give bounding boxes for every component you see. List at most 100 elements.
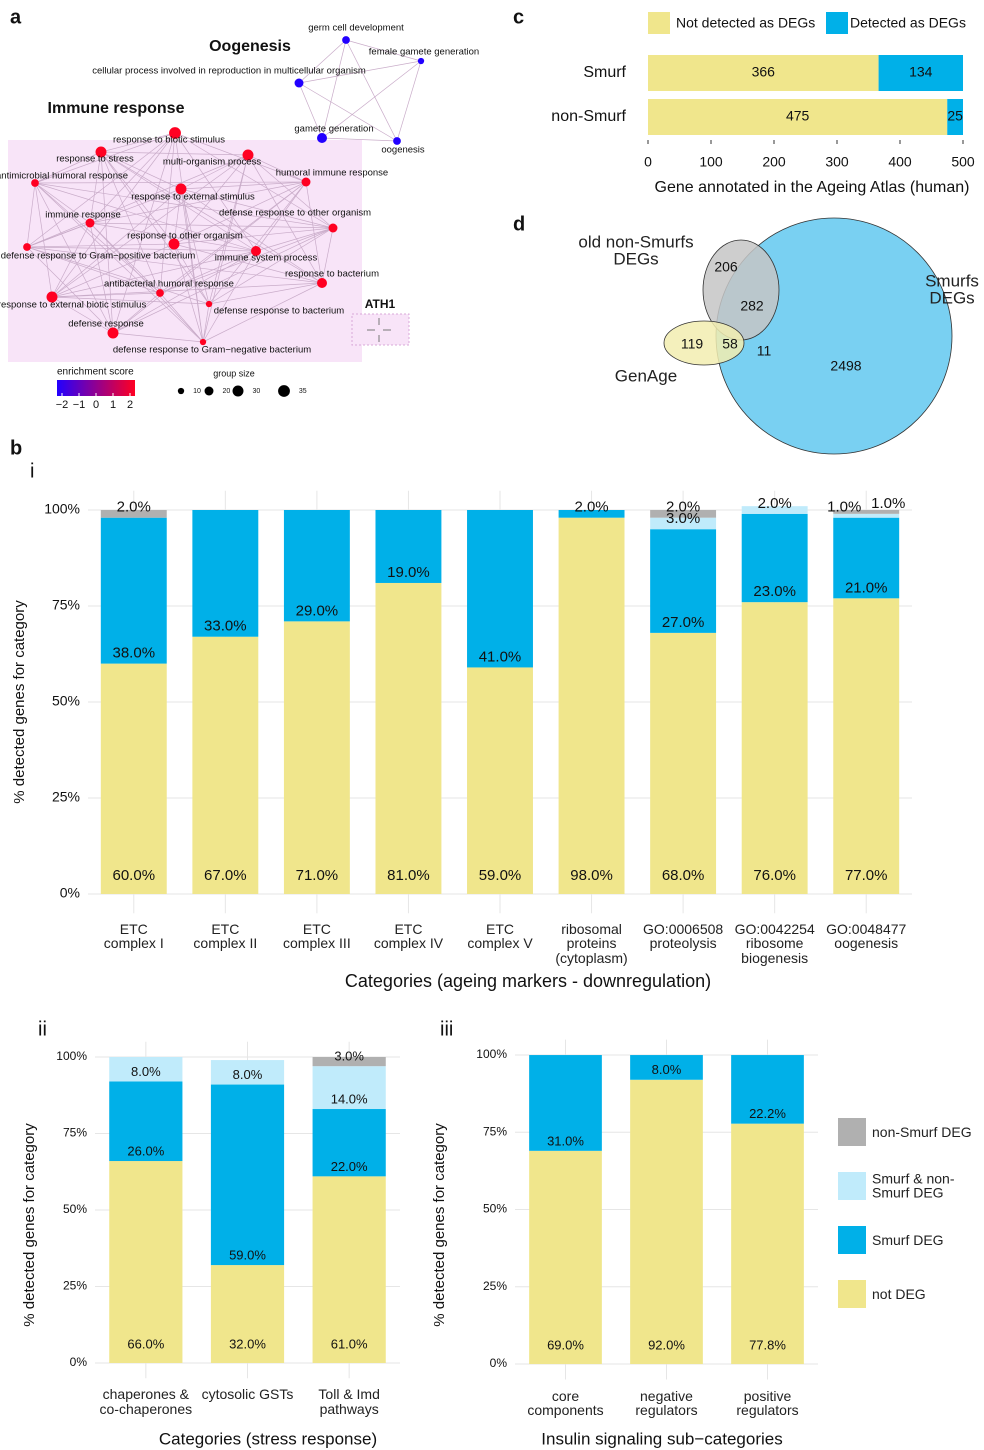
x-tick-label: ETC complex III <box>283 921 351 952</box>
bar-segment <box>731 1055 804 1124</box>
network-edge <box>180 154 249 190</box>
network-edge <box>26 246 323 284</box>
value-label: 2.0% <box>666 499 700 516</box>
network-edge <box>247 154 334 229</box>
x-tick-label: GO:0042254 ribosome biogenesis <box>734 921 815 966</box>
network-edge <box>89 222 204 343</box>
color-tick-label: 2 <box>127 399 133 411</box>
network-edge <box>345 39 398 142</box>
venn-count: 2498 <box>830 358 861 374</box>
network-edge <box>208 181 307 305</box>
network-edge <box>26 222 91 248</box>
network-edge <box>208 154 249 305</box>
panel-label: b <box>10 437 22 459</box>
legend-key <box>648 12 670 34</box>
legend-title: enrichment score <box>57 367 134 378</box>
y-tick-label: 25% <box>483 1279 507 1293</box>
size-key <box>204 386 214 396</box>
bar-segment <box>741 513 808 603</box>
value-label: 2.0% <box>574 499 608 516</box>
network-node <box>168 238 180 250</box>
bar-segment <box>650 632 717 894</box>
x-axis-label: Insulin signaling sub−categories <box>541 1429 782 1448</box>
network-edge <box>321 60 422 139</box>
x-tick-label: 500 <box>951 154 975 170</box>
bar-segment <box>100 510 167 518</box>
network-edge <box>202 250 257 343</box>
legend-key <box>838 1118 866 1146</box>
network-node <box>175 183 187 195</box>
bar-segment <box>109 1081 183 1162</box>
network-edge <box>247 154 323 284</box>
bar-segment <box>375 582 442 894</box>
value-label: 29.0% <box>296 602 339 619</box>
bar-segment <box>741 506 808 514</box>
cluster-title: Immune response <box>48 100 185 117</box>
network-edge <box>26 246 114 334</box>
network-edge <box>89 222 334 229</box>
x-tick-label: negative regulators <box>635 1387 698 1418</box>
size-tick-label: 10 <box>193 388 201 395</box>
venn-count: 58 <box>722 336 738 352</box>
y-tick-label: 0% <box>70 1355 88 1369</box>
x-tick-label: Toll & Imd pathways <box>318 1386 380 1417</box>
network-node <box>328 223 338 233</box>
node-label: gamete generation <box>294 124 373 135</box>
network-edge <box>89 222 257 252</box>
network-edge <box>298 60 422 84</box>
value-label: 32.0% <box>229 1336 266 1351</box>
network-edge <box>100 151 161 294</box>
legend-label: Detected as DEGs <box>850 15 966 31</box>
value-label: 25 <box>947 108 963 124</box>
value-label: 22.2% <box>749 1106 786 1121</box>
bar-segment <box>741 602 808 894</box>
color-tick-label: 0 <box>93 399 99 411</box>
x-tick-label: positive regulators <box>736 1387 799 1418</box>
x-tick-label: 200 <box>762 154 786 170</box>
network-node <box>156 289 164 297</box>
network-node <box>95 146 107 158</box>
network-edge <box>26 243 175 248</box>
network-edge <box>34 182 53 298</box>
size-key <box>177 387 185 395</box>
x-tick-label: GO:0048477 oogenesis <box>826 921 907 952</box>
y-tick-label: non-Smurf <box>551 108 626 125</box>
node-label: female gamete generation <box>369 47 479 58</box>
x-tick-label: ETC complex IV <box>373 921 444 952</box>
network-edge <box>89 222 161 294</box>
node-label: multi-organism process <box>163 157 261 168</box>
value-label: 71.0% <box>296 867 339 884</box>
network-edge <box>298 82 323 139</box>
bar-segment <box>529 1055 602 1151</box>
panel-label: ii <box>38 1018 47 1040</box>
node-label: defense response <box>68 319 144 330</box>
network-edge <box>112 132 176 334</box>
venn-count: 206 <box>714 259 738 275</box>
network-edge <box>298 82 398 142</box>
value-label: 81.0% <box>387 867 430 884</box>
legend-key <box>838 1172 866 1200</box>
network-edge <box>202 154 249 343</box>
network-node <box>317 278 327 288</box>
network-edge <box>173 188 182 245</box>
bar-segment <box>375 510 442 583</box>
y-tick-label: 50% <box>63 1202 87 1216</box>
size-tick-label: 20 <box>222 388 230 395</box>
x-tick-label: ribosomal proteins (cytoplasm) <box>555 921 628 966</box>
node-label: response to external stimulus <box>131 192 255 203</box>
bar-segment <box>648 99 948 135</box>
value-label: 31.0% <box>547 1133 584 1148</box>
legend-label: Smurf & non-Smurf DEG <box>872 1170 955 1201</box>
network-edge <box>305 181 323 284</box>
y-tick-label: 75% <box>483 1124 507 1138</box>
network-edge <box>51 296 114 334</box>
network-edge <box>173 181 307 245</box>
size-key <box>232 385 244 397</box>
network-node <box>31 179 39 187</box>
legend-key <box>826 12 848 34</box>
node-label: immune response <box>45 210 121 221</box>
node-label: response to biotic stimulus <box>113 135 225 146</box>
bar-segment <box>100 663 167 894</box>
value-label: 33.0% <box>204 618 247 635</box>
